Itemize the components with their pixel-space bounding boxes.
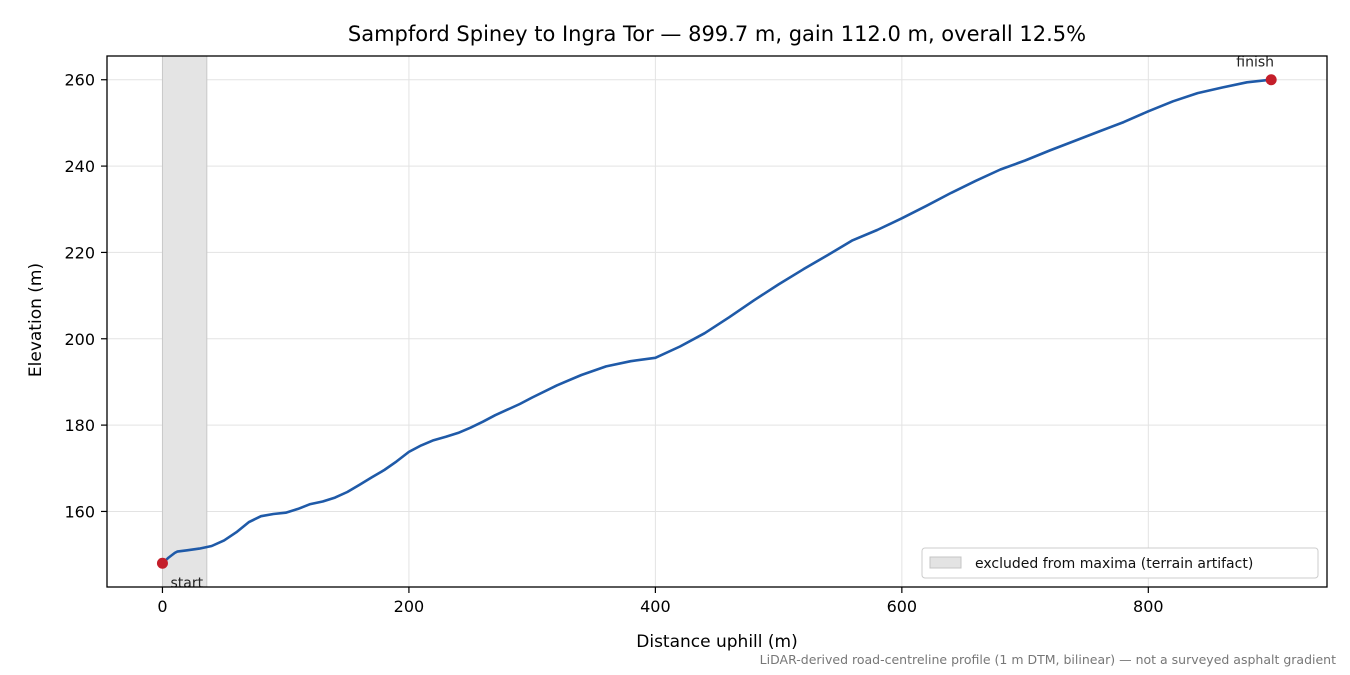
y-axis-label: Elevation (m): [26, 263, 46, 377]
chart-title: Sampford Spiney to Ingra Tor — 899.7 m, …: [348, 22, 1086, 46]
y-tick-label: 160: [64, 502, 95, 521]
y-tick-label: 180: [64, 416, 95, 435]
x-tick-label: 600: [887, 597, 918, 616]
y-tick-label: 240: [64, 157, 95, 176]
axes-frame: [106, 55, 1328, 588]
elevation-line: [161, 78, 1273, 565]
x-tick-label: 200: [394, 597, 425, 616]
legend-frame: [921, 547, 1319, 579]
legend: excluded from maxima (terrain artifact): [921, 547, 1319, 579]
start-marker: [156, 557, 168, 569]
x-tick-label: 400: [640, 597, 671, 616]
x-axis-label: Distance uphill (m): [636, 632, 797, 652]
plot-area: start finish 0 200 400 600 800 160 180 200 220 240 2…: [64, 55, 1328, 616]
finish-marker: [1265, 74, 1277, 86]
footnote: LiDAR-derived road-centreline profile (1…: [760, 652, 1336, 667]
legend-swatch: [929, 556, 962, 569]
x-tick-label: 800: [1133, 597, 1164, 616]
finish-label: finish: [1236, 55, 1274, 71]
y-tick-label: 200: [64, 330, 95, 349]
legend-label: excluded from maxima (terrain artifact): [975, 556, 1253, 572]
y-tick-label: 220: [64, 243, 95, 262]
excluded-region: [162, 56, 207, 587]
start-label: start: [170, 575, 203, 591]
x-tick-label: 0: [157, 597, 167, 616]
y-tick-label: 260: [64, 71, 95, 90]
